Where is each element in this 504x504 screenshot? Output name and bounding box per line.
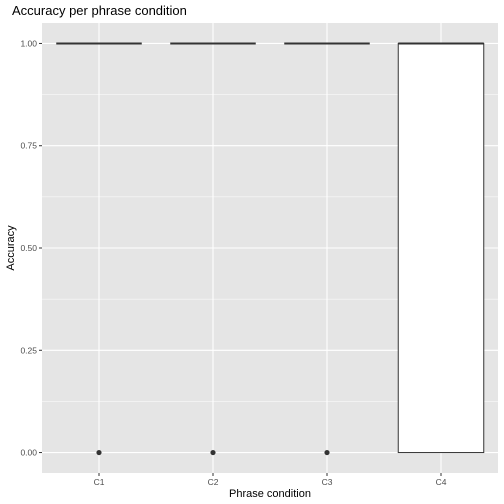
outlier-point bbox=[210, 450, 215, 455]
x-tick-label: C2 bbox=[208, 477, 219, 487]
box-c4 bbox=[398, 43, 484, 452]
y-tick-label: 1.00 bbox=[20, 38, 37, 48]
outlier-point bbox=[96, 450, 101, 455]
box-body bbox=[398, 43, 484, 452]
y-tick-label: 0.00 bbox=[20, 448, 37, 458]
y-tick-label: 0.25 bbox=[20, 345, 37, 355]
x-tick-label: C1 bbox=[94, 477, 105, 487]
y-tick-label: 0.75 bbox=[20, 141, 37, 151]
y-tick-label: 0.50 bbox=[20, 243, 37, 253]
x-axis-title: Phrase condition bbox=[229, 488, 311, 500]
y-axis-title: Accuracy bbox=[5, 225, 17, 271]
outlier-point bbox=[324, 450, 329, 455]
x-tick-label: C4 bbox=[436, 477, 447, 487]
chart-title: Accuracy per phrase condition bbox=[12, 3, 187, 18]
x-tick-label: C3 bbox=[322, 477, 333, 487]
